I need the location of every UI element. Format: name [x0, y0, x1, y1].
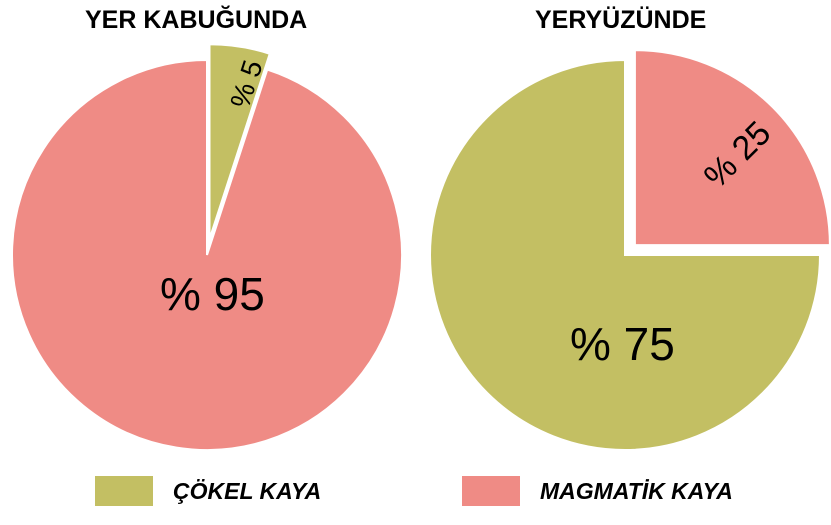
- legend-magmatik-label: MAGMATİK KAYA: [540, 478, 733, 505]
- chart-container: YER KABUĞUNDA YERYÜZÜNDE % 95% 5 % 75% 2…: [0, 0, 831, 525]
- pie-slice-label-cokel: % 75: [570, 318, 675, 370]
- pie-right: % 75% 25: [0, 0, 831, 525]
- legend-cokel: ÇÖKEL KAYA: [95, 476, 321, 506]
- legend-cokel-swatch: [95, 476, 153, 506]
- legend-magmatik: MAGMATİK KAYA: [462, 476, 733, 506]
- legend-magmatik-swatch: [462, 476, 520, 506]
- legend-cokel-label: ÇÖKEL KAYA: [173, 478, 321, 505]
